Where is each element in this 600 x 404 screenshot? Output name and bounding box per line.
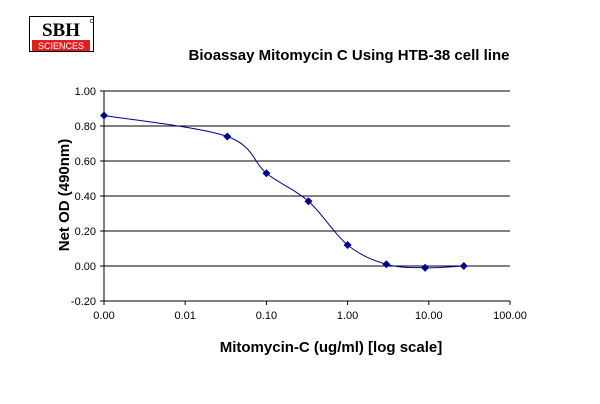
- axes: [100, 90, 511, 305]
- x-tick-label: 0.10: [256, 310, 277, 322]
- series-line: [103, 115, 464, 269]
- y-tick-label: 0.40: [75, 191, 96, 203]
- data-point: [262, 169, 271, 178]
- y-tick-label: 1.00: [75, 86, 96, 98]
- gridlines: [104, 90, 510, 302]
- data-point: [459, 262, 468, 270]
- x-axis-title: Mitomycin-C (ug/ml) [log scale]: [220, 339, 443, 356]
- data-series: [100, 111, 468, 272]
- x-tick-label: 10.00: [415, 310, 443, 322]
- data-point: [343, 241, 352, 249]
- y-tick-label: 0.80: [75, 121, 96, 133]
- y-tick-labels: -0.20 0.00 0.20 0.40 0.60 0.80 1.00: [71, 86, 96, 308]
- data-point: [382, 260, 391, 269]
- data-point: [223, 132, 232, 141]
- y-axis-title: Net OD (490nm): [56, 139, 73, 252]
- svg-text:SBH: SBH: [42, 20, 80, 41]
- y-tick-label: 0.60: [75, 156, 96, 168]
- x-tick-label: 100.00: [493, 310, 527, 322]
- chart-title: Bioassay Mitomycin C Using HTB-38 cell l…: [189, 47, 510, 64]
- y-tick-label: -0.20: [71, 296, 96, 308]
- x-tick-label: 0.01: [174, 310, 195, 322]
- svg-text:SCIENCES: SCIENCES: [38, 41, 84, 51]
- sbh-sciences-logo: SBH SCIENCES: [29, 16, 96, 52]
- data-point: [421, 263, 430, 272]
- y-tick-label: 0.00: [75, 261, 96, 273]
- y-tick-label: 0.20: [75, 226, 96, 238]
- data-point: [100, 111, 108, 120]
- x-tick-label: 0.00: [93, 310, 114, 322]
- x-tick-labels: 0.00 0.01 0.10 1.00 10.00 100.00: [93, 310, 527, 322]
- data-point: [304, 197, 313, 206]
- x-tick-label: 1.00: [337, 310, 358, 322]
